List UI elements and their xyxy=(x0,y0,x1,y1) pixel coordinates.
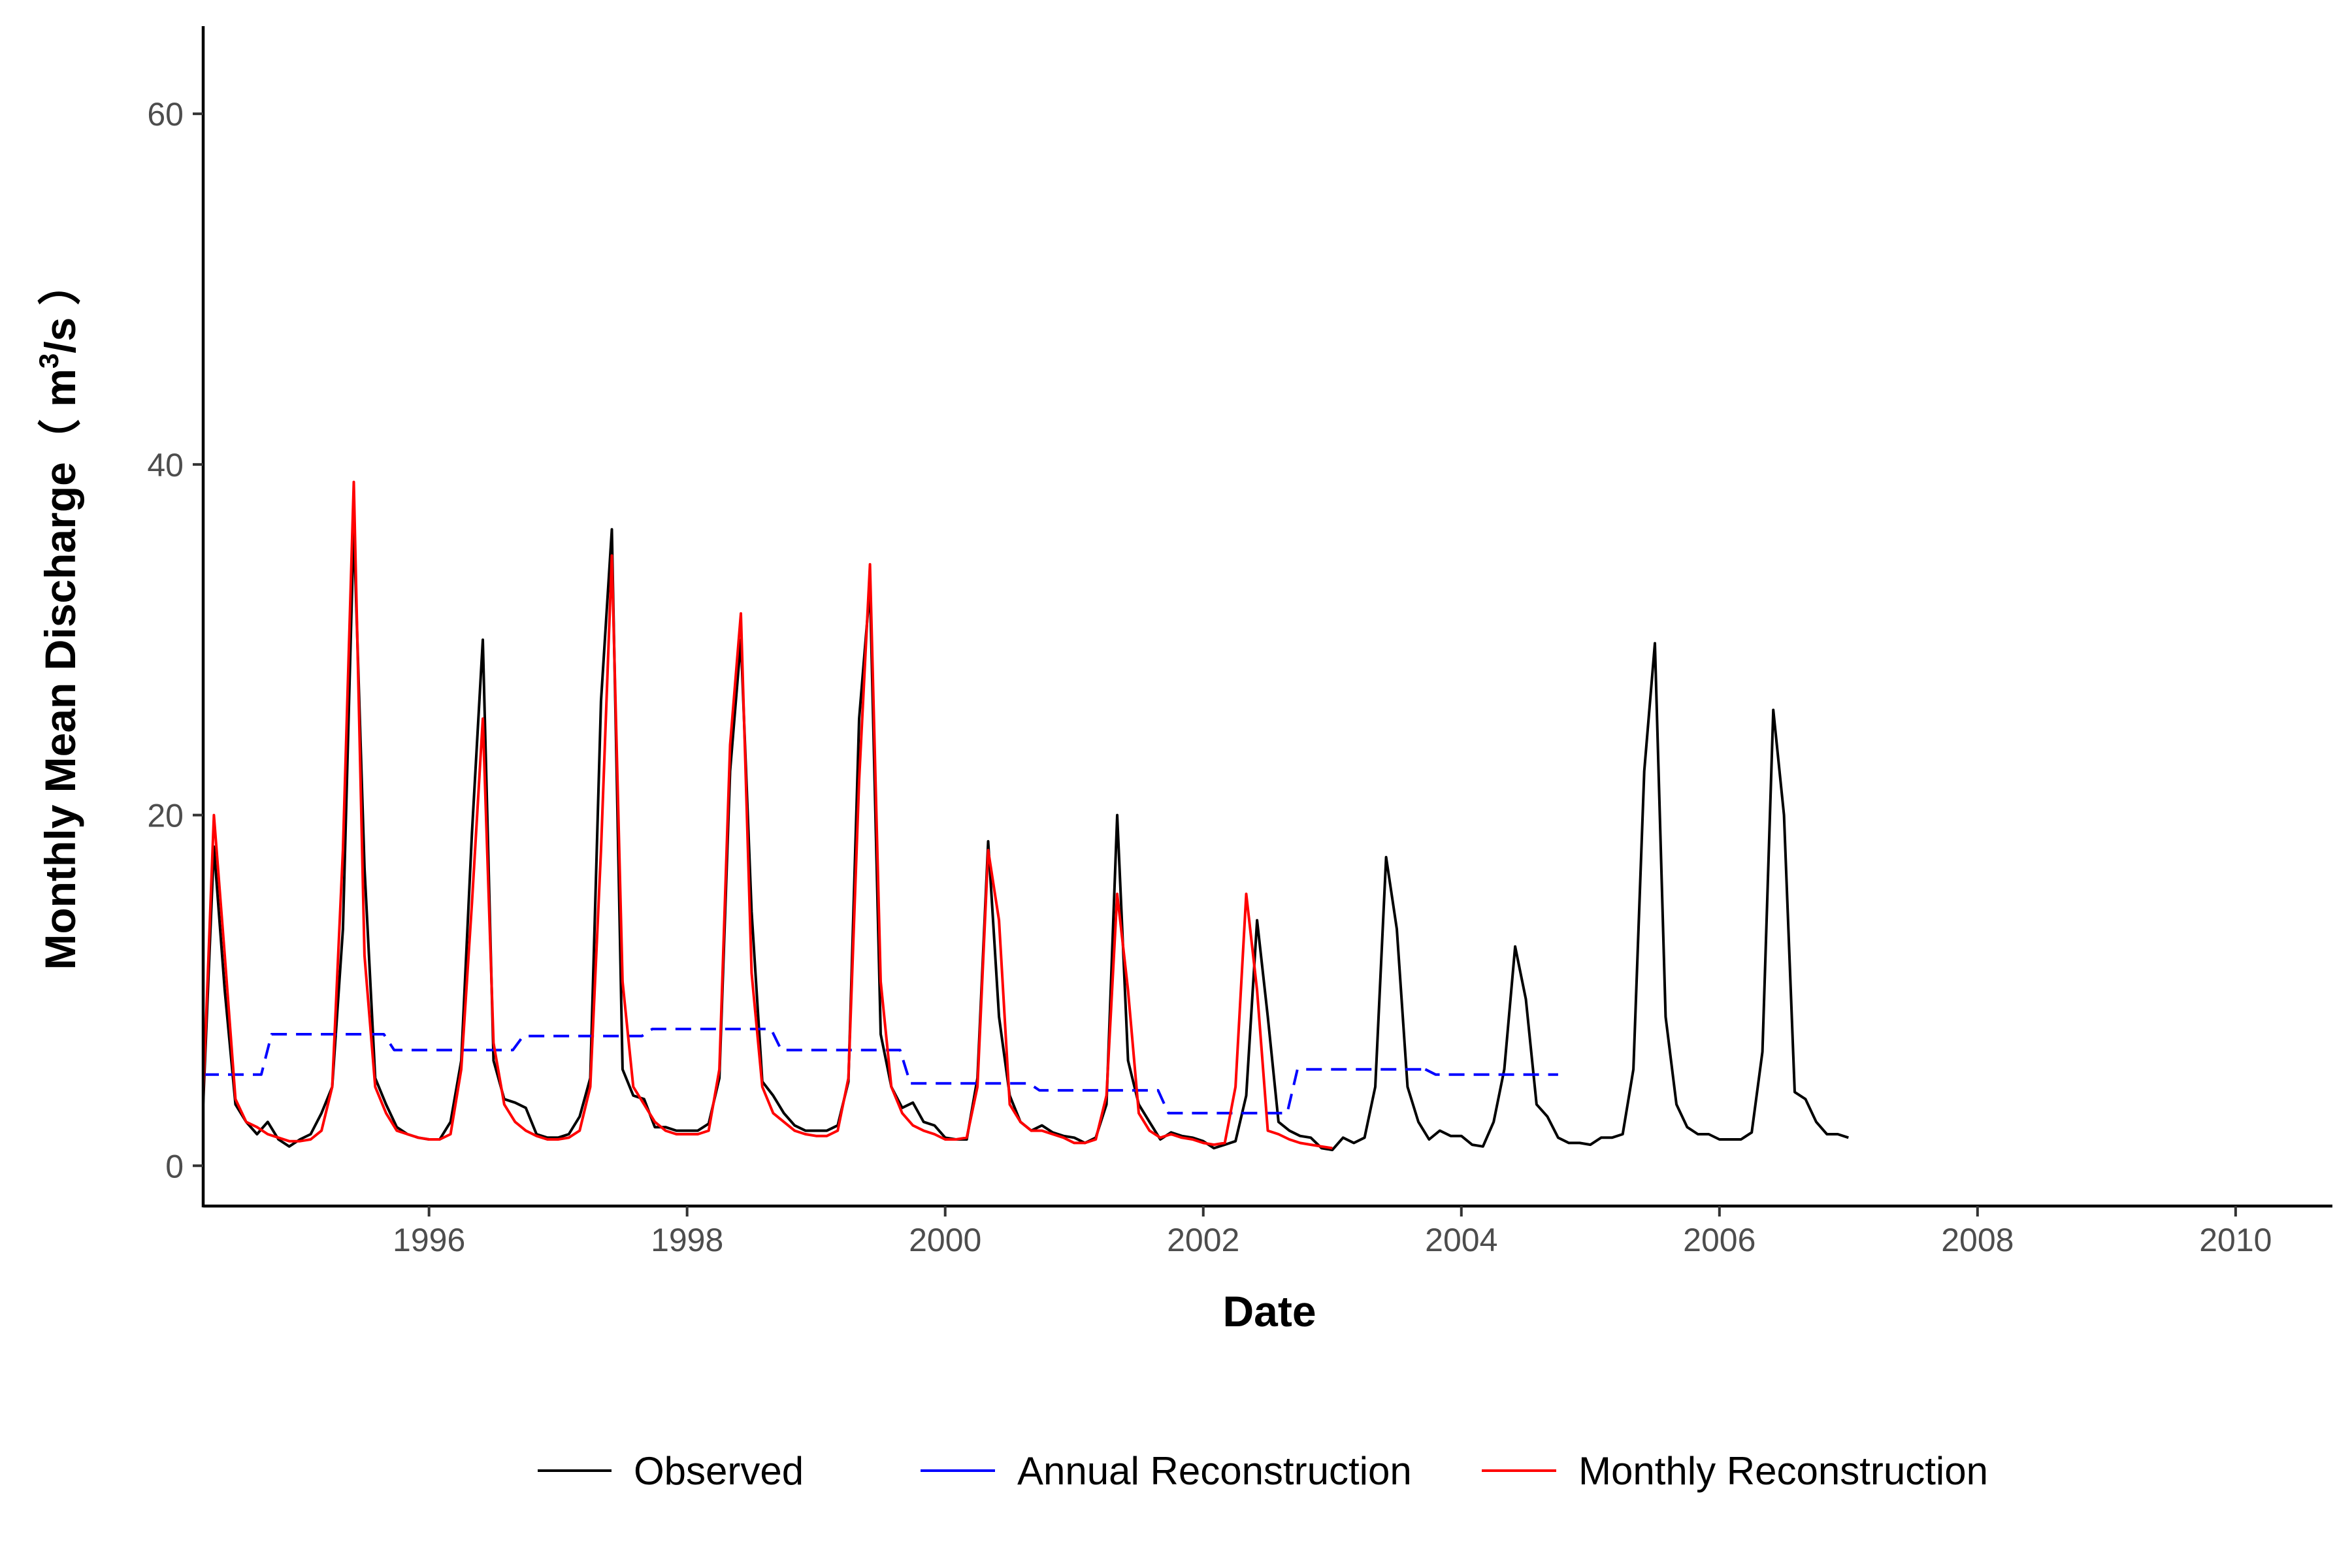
x-axis-title: Date xyxy=(1222,1287,1316,1335)
y-tick-label: 60 xyxy=(147,96,184,133)
legend-label-annual: Annual Reconstruction xyxy=(1017,1449,1412,1493)
y-axis-title-end: /s ） xyxy=(36,262,84,353)
series-line-annual-reconstruction-1 xyxy=(203,1028,1426,1115)
y-tick-label: 20 xyxy=(147,798,184,834)
x-tick-label: 2000 xyxy=(909,1222,981,1258)
y-axis-ticks: 0 20 40 60 xyxy=(147,96,203,1184)
series-line-observed-0 xyxy=(202,524,1849,1152)
x-tick-label: 2002 xyxy=(1167,1222,1239,1258)
y-axis-title-superscript: 3 xyxy=(33,353,64,368)
legend-label-monthly: Monthly Reconstruction xyxy=(1578,1449,1988,1493)
x-tick-label: 2008 xyxy=(1941,1222,2014,1258)
series-layer xyxy=(202,480,1849,1152)
x-axis-ticks: 1996 1998 2000 2002 2004 2006 2008 2010 xyxy=(393,1206,2272,1258)
series-line-monthly-reconstruction-3 xyxy=(202,480,1333,1150)
y-tick-label: 40 xyxy=(147,447,184,483)
legend-label-observed: Observed xyxy=(634,1449,804,1493)
x-tick-label: 1996 xyxy=(393,1222,465,1258)
y-axis-title: Monthly Mean Discharge（ m3/s ） xyxy=(33,262,84,970)
series-line-annual-reconstruction-2 xyxy=(1424,1068,1558,1076)
x-tick-label: 2004 xyxy=(1425,1222,1497,1258)
y-tick-label: 0 xyxy=(165,1148,184,1184)
x-tick-label: 2006 xyxy=(1683,1222,1756,1258)
y-axis-title-main: Monthly Mean Discharge（ m xyxy=(36,368,84,970)
x-tick-label: 2010 xyxy=(2199,1222,2272,1258)
legend: Observed Annual Reconstruction Monthly R… xyxy=(538,1449,1988,1493)
x-tick-label: 1998 xyxy=(651,1222,723,1258)
